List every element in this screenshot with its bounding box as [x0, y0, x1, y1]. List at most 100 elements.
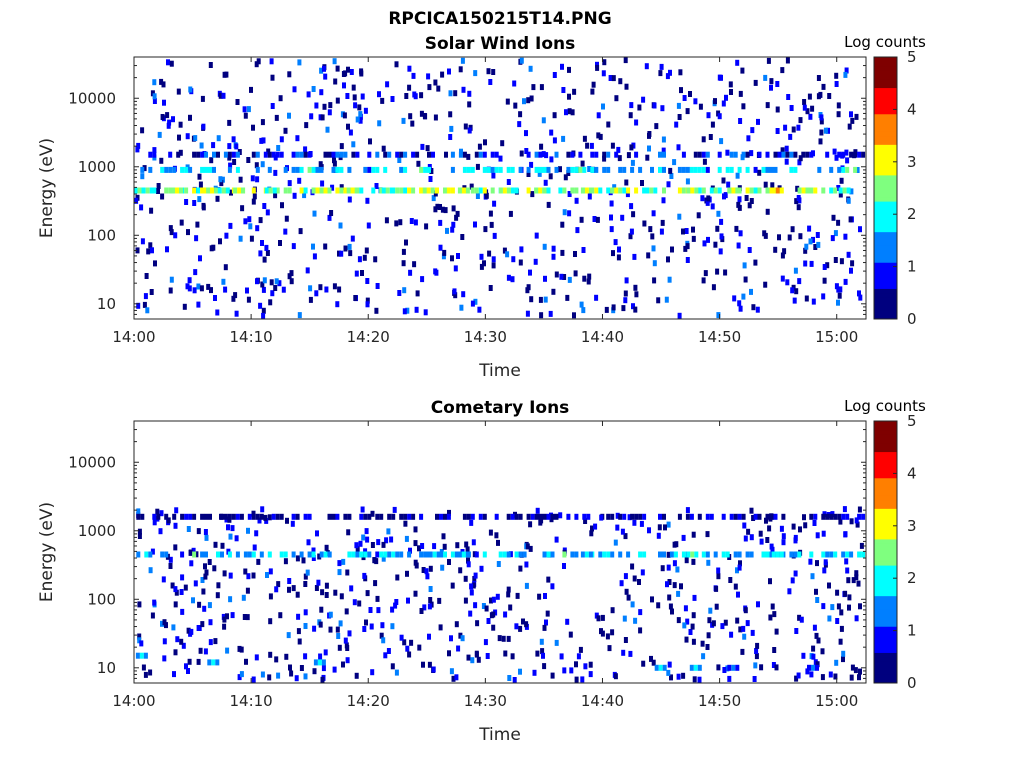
solar-wind-speckle-cell — [238, 176, 243, 183]
solar-wind-band-cell — [164, 187, 169, 194]
solar-wind-speckle-cell — [246, 157, 251, 163]
cometary-speckle-cell — [854, 574, 859, 581]
solar-wind-speckle-cell — [156, 188, 160, 194]
solar-wind-band-cell — [399, 151, 404, 158]
cometary-speckle-cell — [254, 654, 259, 661]
cometary-speckle-cell — [392, 506, 397, 513]
solar-wind-speckle-cell — [192, 287, 197, 294]
solar-wind-speckle-cell — [332, 58, 337, 65]
solar-wind-speckle-cell — [262, 277, 267, 284]
solar-wind-band-cell — [335, 166, 340, 173]
cometary-data-cell — [807, 664, 811, 671]
solar-wind-speckle-cell — [187, 277, 192, 284]
solar-wind-speckle-cell — [419, 92, 424, 99]
cometary-speckle-cell — [296, 628, 301, 635]
cometary-band-cell — [841, 551, 846, 558]
solar-wind-speckle-cell — [559, 273, 564, 280]
cometary-speckle-cell — [507, 675, 512, 681]
solar-wind-speckle-cell — [407, 84, 412, 91]
cometary-speckle-cell — [856, 580, 861, 587]
cometary-band-cell — [439, 513, 443, 520]
cometary-speckle-cell — [672, 560, 677, 567]
solar-wind-speckle-cell — [548, 173, 553, 180]
solar-wind-band-cell — [462, 166, 467, 173]
cometary-speckle-cell — [815, 661, 820, 668]
cometary-band-cell — [470, 513, 475, 520]
solar-wind-band-cell — [841, 151, 846, 158]
solar-wind-data-cell — [653, 187, 658, 194]
cometary-colorbar-segment — [874, 669, 897, 675]
cometary-speckle-cell — [855, 521, 860, 528]
solar-wind-band-cell — [689, 166, 694, 173]
cometary-speckle-cell — [668, 603, 673, 610]
cometary-speckle-cell — [345, 657, 350, 664]
solar-wind-band-cell — [677, 187, 682, 194]
solar-wind-speckle-cell — [542, 243, 547, 250]
cometary-colorbar-segment — [874, 613, 897, 618]
solar-wind-speckle-cell — [792, 297, 797, 304]
solar-wind-speckle-cell — [249, 235, 254, 242]
cometary-band-cell — [769, 551, 774, 558]
solar-wind-band-cell — [303, 151, 308, 158]
solar-wind-data-cell — [315, 187, 320, 194]
cometary-speckle-cell — [802, 514, 806, 521]
solar-wind-speckle-cell — [834, 283, 839, 290]
solar-wind-speckle-cell — [666, 256, 670, 263]
solar-wind-speckle-cell — [245, 287, 249, 294]
solar-wind-band-cell — [351, 151, 356, 158]
cometary-data-cell — [207, 659, 212, 666]
solar-wind-band-cell — [486, 166, 491, 173]
solar-wind-speckle-cell — [723, 192, 728, 199]
solar-wind-data-cell — [805, 187, 810, 194]
cometary-speckle-cell — [389, 536, 394, 543]
cometary-band-cell — [156, 513, 161, 520]
cometary-band-cell — [251, 551, 256, 558]
solar-wind-speckle-cell — [844, 149, 849, 156]
cometary-colorbar-segment — [874, 455, 897, 461]
solar-wind-colorbar-tick-label: 4 — [907, 100, 917, 118]
solar-wind-speckle-cell — [644, 63, 649, 70]
solar-wind-band-cell — [753, 166, 758, 173]
cometary-speckle-cell — [791, 523, 796, 530]
solar-wind-speckle-cell — [519, 150, 524, 157]
solar-wind-speckle-cell — [795, 185, 800, 192]
solar-wind-speckle-cell — [780, 275, 785, 282]
cometary-speckle-cell — [486, 618, 491, 624]
solar-wind-band-cell — [387, 151, 392, 158]
solar-wind-speckle-cell — [529, 95, 534, 102]
solar-wind-speckle-cell — [308, 296, 313, 303]
solar-wind-speckle-cell — [836, 286, 841, 293]
cometary-speckle-cell — [838, 638, 843, 645]
solar-wind-band-cell — [283, 187, 288, 194]
solar-wind-band-cell — [761, 166, 766, 173]
solar-wind-speckle-cell — [742, 262, 747, 269]
cometary-band-cell — [387, 551, 392, 558]
cometary-speckle-cell — [460, 635, 465, 642]
cometary-band-cell — [741, 513, 746, 520]
cometary-band-cell — [359, 513, 364, 520]
solar-wind-data-cell — [649, 187, 654, 194]
solar-wind-speckle-cell — [595, 64, 600, 71]
solar-wind-speckle-cell — [827, 93, 832, 99]
cometary-band-cell — [522, 551, 527, 558]
solar-wind-speckle-cell — [136, 302, 141, 309]
solar-wind-xtick-label: 14:30 — [464, 328, 507, 346]
solar-wind-speckle-cell — [621, 305, 626, 312]
solar-wind-band-cell — [538, 166, 543, 173]
solar-wind-speckle-cell — [150, 247, 154, 254]
solar-wind-speckle-cell — [433, 114, 438, 121]
cometary-ylabel: Energy (eV) — [37, 502, 57, 602]
solar-wind-speckle-cell — [858, 226, 862, 233]
cometary-speckle-cell — [191, 547, 196, 554]
cometary-speckle-cell — [720, 623, 725, 630]
solar-wind-speckle-cell — [185, 283, 190, 290]
solar-wind-speckle-cell — [142, 301, 147, 308]
cometary-band-cell — [757, 513, 762, 520]
cometary-speckle-cell — [339, 593, 344, 600]
solar-wind-speckle-cell — [365, 197, 370, 204]
solar-wind-speckle-cell — [538, 296, 543, 303]
solar-wind-speckle-cell — [665, 73, 670, 80]
solar-wind-data-cell — [264, 187, 269, 194]
cometary-speckle-cell — [207, 602, 212, 609]
solar-wind-band-cell — [192, 187, 197, 194]
